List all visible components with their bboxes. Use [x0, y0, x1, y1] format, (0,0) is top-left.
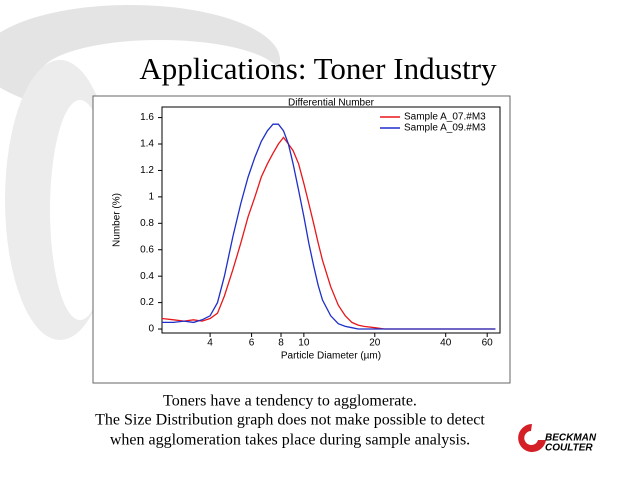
legend-label: Sample A_09.#M3 — [404, 123, 486, 134]
plot-area — [161, 106, 501, 334]
y-tick-label: 1.2 — [140, 165, 154, 176]
logo-mark — [518, 424, 546, 452]
y-tick-label: 0.8 — [140, 218, 154, 229]
x-tick-label: 60 — [482, 338, 494, 349]
x-tick-label: 8 — [278, 338, 284, 349]
y-axis-label: Number (%) — [112, 193, 123, 247]
x-tick-label: 10 — [298, 338, 310, 349]
background-swirl — [40, 40, 280, 110]
x-tick-label: 40 — [440, 338, 452, 349]
y-tick-label: 1.6 — [140, 112, 154, 123]
y-tick-label: 1 — [148, 192, 154, 203]
caption: Toners have a tendency to agglomerate. — [163, 393, 417, 410]
data-line — [161, 136, 496, 330]
legend-label: Sample A_07.#M3 — [404, 112, 486, 123]
slide-title: Applications: Toner Industry — [139, 51, 497, 86]
y-tick-label: 0.4 — [140, 271, 154, 282]
logo-text: COULTER — [545, 443, 593, 454]
x-tick-label: 20 — [369, 338, 381, 349]
x-tick-label: 4 — [207, 338, 213, 349]
chart: Differential Number 0 0.2 0.4 0.6 0.8 1 1.2 1.4 1… — [112, 98, 501, 362]
logo-text: BECKMAN — [545, 433, 597, 444]
data-line — [162, 123, 496, 330]
y-tick-label: 0.2 — [140, 297, 154, 308]
x-axis-label: Particle Diameter (µm) — [281, 351, 381, 362]
y-tick-label: 0.6 — [140, 244, 154, 255]
caption: The Size Distribution graph does not mak… — [95, 412, 485, 429]
x-tick-label: 6 — [249, 338, 255, 349]
y-tick-label: 1.4 — [140, 139, 154, 150]
caption: when agglomeration takes place during sa… — [110, 432, 470, 449]
y-tick-label: 0 — [148, 324, 154, 335]
chart-title: Differential Number — [288, 98, 375, 109]
